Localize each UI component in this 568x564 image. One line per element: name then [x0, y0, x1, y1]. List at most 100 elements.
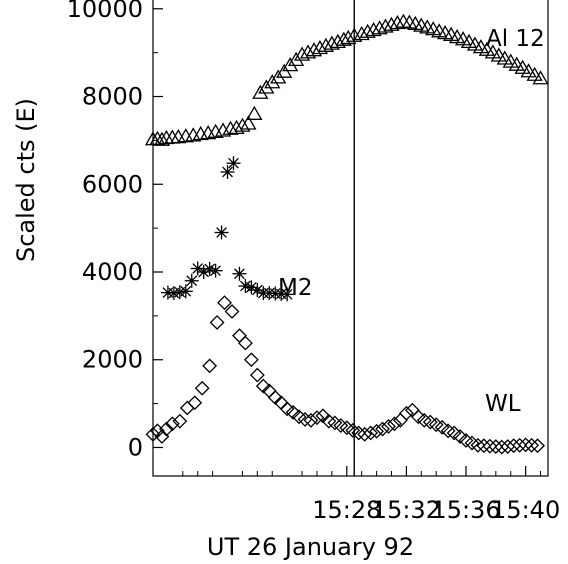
triangle-point — [371, 20, 388, 35]
diamond-point — [339, 420, 355, 436]
triangle-point — [299, 44, 317, 59]
triangle-point — [329, 33, 346, 49]
x-tick-label: 15:32 — [372, 496, 441, 524]
diamond-point — [428, 417, 444, 433]
triangle-point — [526, 66, 543, 81]
triangle-point — [460, 33, 478, 49]
triangle-point — [246, 105, 263, 120]
diamond-point — [476, 438, 492, 454]
diamond-point — [506, 438, 522, 454]
triangle-point — [514, 59, 531, 74]
diamond-point — [164, 416, 180, 432]
asterisk-point — [226, 156, 241, 171]
triangle-point — [389, 14, 406, 30]
axes-layer — [152, 0, 549, 477]
triangle-point — [228, 119, 245, 135]
asterisk-point — [280, 287, 295, 302]
diamond-point — [232, 328, 247, 344]
diamond-point — [237, 335, 253, 351]
triangle-point — [222, 120, 239, 135]
diamond-point — [309, 410, 325, 426]
diamond-point — [416, 412, 432, 428]
series-wl — [145, 295, 545, 455]
y-tick-label: 10000 — [67, 0, 143, 23]
y-axis-title: Scaled cts (E) — [12, 98, 40, 262]
diamond-point — [154, 429, 170, 444]
diamond-point — [357, 426, 373, 442]
series-al-12 — [144, 13, 549, 146]
asterisk-point — [244, 280, 259, 295]
series-label-wl: WL — [485, 391, 521, 417]
asterisk-point — [220, 164, 235, 179]
diamond-point — [243, 352, 259, 368]
asterisk-point — [184, 273, 199, 288]
diamond-point — [398, 405, 414, 421]
triangle-point — [323, 35, 340, 50]
triangle-point — [287, 51, 305, 67]
triangle-point — [532, 70, 549, 85]
triangle-point — [282, 57, 299, 72]
triangle-point — [520, 63, 537, 78]
diamond-point — [209, 315, 225, 330]
triangle-point — [252, 84, 269, 99]
triangle-point — [359, 23, 376, 38]
plot-frame — [152, 0, 549, 477]
diamond-point — [202, 358, 218, 374]
triangle-point — [234, 117, 251, 132]
diamond-point — [333, 418, 349, 433]
diamond-point — [387, 416, 402, 432]
marks-layer — [144, 13, 549, 455]
diamond-point — [363, 425, 379, 441]
triangle-point — [293, 46, 311, 61]
asterisk-point — [208, 263, 223, 278]
series-m2 — [160, 156, 295, 302]
diamond-point — [422, 414, 438, 430]
series-label-al-12: Al 12 — [486, 26, 545, 52]
diamond-point — [524, 437, 540, 453]
diamond-point — [224, 304, 240, 319]
diamond-point — [194, 380, 210, 396]
x-tick-label: 15:36 — [431, 496, 500, 524]
diamond-point — [321, 413, 337, 429]
diamond-point — [404, 402, 420, 418]
diamond-point — [217, 295, 232, 311]
diamond-point — [452, 429, 468, 444]
diamond-point — [381, 419, 396, 434]
diamond-point — [375, 421, 390, 437]
triangle-point — [317, 37, 335, 52]
triangle-point — [240, 115, 257, 130]
x-tick-label: 15:28 — [312, 496, 381, 524]
diamond-point — [158, 421, 174, 437]
triangle-point — [365, 21, 382, 37]
diamond-point — [500, 439, 516, 455]
triangle-point — [258, 79, 275, 94]
diamond-point — [249, 367, 265, 383]
x-tick-label: 15:40 — [491, 496, 560, 524]
triangle-point — [305, 42, 323, 57]
diamond-point — [518, 437, 534, 453]
triangle-point — [264, 74, 281, 89]
diamond-point — [297, 411, 313, 427]
diamond-point — [494, 439, 510, 455]
asterisk-point — [232, 266, 247, 281]
triangle-point — [377, 18, 394, 33]
diamond-point — [369, 423, 385, 439]
diamond-point — [303, 412, 319, 428]
diamond-point — [285, 404, 301, 420]
diamond-point — [327, 415, 343, 431]
diamond-point — [512, 437, 528, 453]
diamond-point — [172, 413, 188, 429]
triangle-point — [340, 29, 357, 45]
diamond-point — [530, 438, 545, 454]
triangle-point — [311, 39, 329, 55]
x-axis-title: UT 26 January 92 — [207, 533, 414, 561]
triangle-point — [153, 131, 171, 146]
y-tick-label: 2000 — [82, 346, 143, 374]
triangle-point — [383, 16, 400, 31]
asterisk-point — [214, 225, 229, 240]
triangle-point — [149, 130, 166, 145]
y-tick-label: 6000 — [82, 170, 143, 198]
diamond-point — [470, 437, 486, 453]
labels-layer: 0 2000 4000 6000 8000 10000 15:2815:3215:3615:… — [12, 0, 560, 561]
y-tick-label: 4000 — [82, 258, 143, 286]
